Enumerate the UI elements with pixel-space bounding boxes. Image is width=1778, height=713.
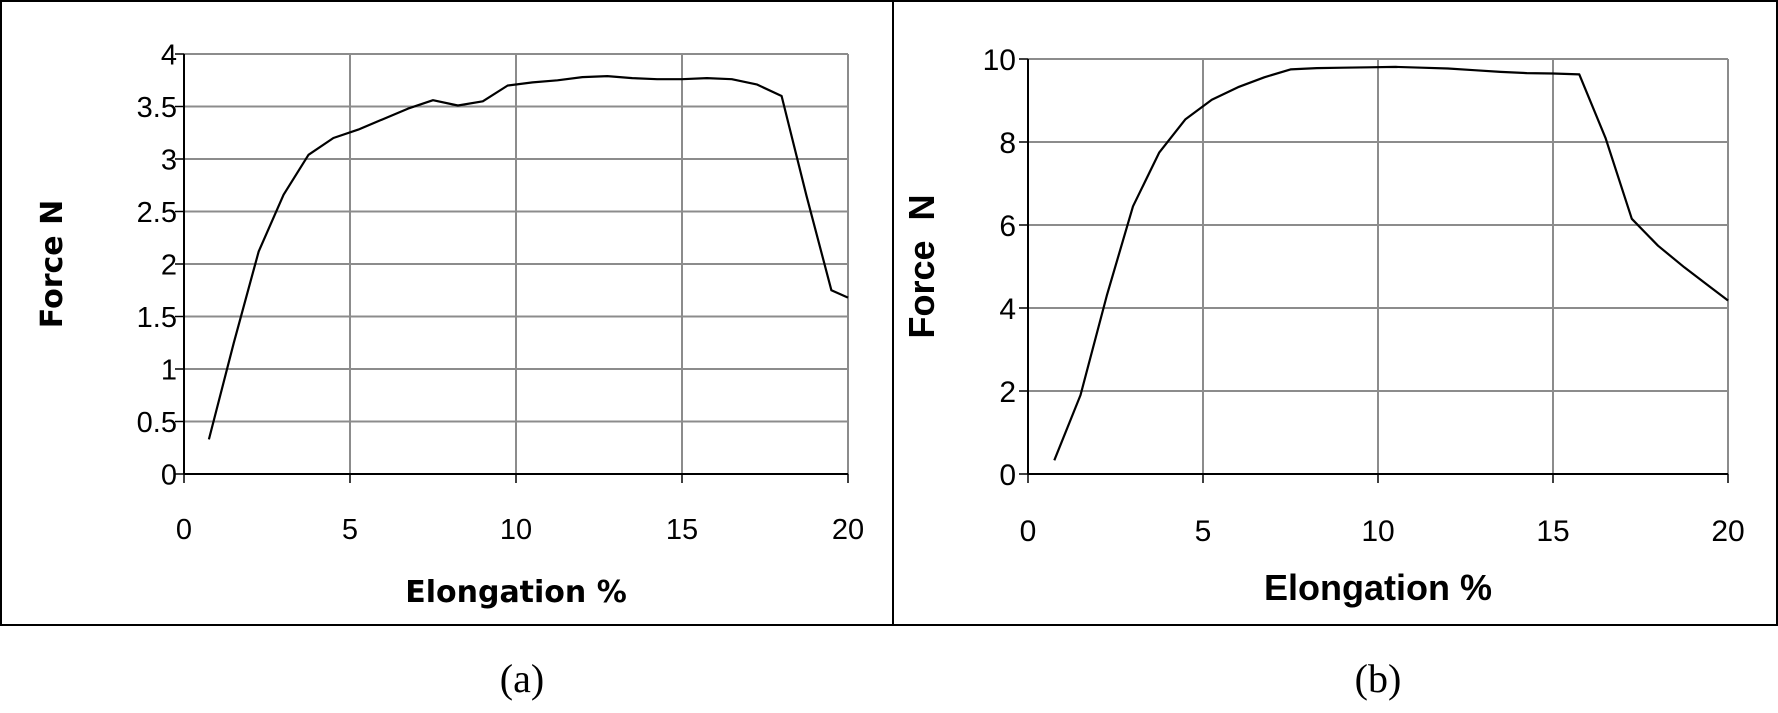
chart-b-y-tick-label: 6 (999, 210, 1016, 243)
chart-a-y-tick-label: 3 (161, 144, 177, 176)
chart-b-y-tick-label: 4 (999, 293, 1016, 326)
chart-a-y-tick-label: 2 (161, 249, 177, 281)
chart-b-x-tick-label: 20 (1711, 515, 1744, 548)
chart-a-y-tick-label: 0.5 (137, 407, 177, 439)
chart-a-x-tick-label: 5 (342, 514, 358, 546)
chart-b-x-axis-label: Elongation % (1264, 567, 1492, 608)
chart-b-series-line (1053, 65, 1729, 461)
chart-a-y-tick-label: 3.5 (137, 92, 177, 124)
chart-b-svg: 0 5 10 15 20 0 2 4 6 8 10 Elongation % Force N (901, 44, 1745, 608)
chart-a-y-tick-label: 4 (161, 39, 177, 71)
chart-b-x-tick-label: 15 (1536, 515, 1569, 548)
chart-a-x-tick-label: 0 (176, 514, 192, 546)
chart-b-y-tick-label: 0 (999, 459, 1016, 492)
chart-b-x-tick-label: 0 (1020, 515, 1037, 548)
caption-b: (b) (1354, 656, 1402, 701)
chart-a-x-tick-label: 10 (500, 514, 532, 546)
chart-a-y-axis-label: Force N (35, 200, 70, 328)
chart-a-x-axis-label: Elongation % (405, 575, 627, 610)
chart-b-y-tick-label: 8 (999, 127, 1016, 160)
chart-b-y-axis-label: Force N (901, 194, 942, 338)
caption-a: (a) (499, 656, 545, 701)
chart-panel-b: 0 5 10 15 20 0 2 4 6 8 10 Elongation % Force N (892, 0, 1778, 626)
chart-a-x-tick-label: 20 (832, 514, 864, 546)
chart-a-x-tick-label: 15 (666, 514, 698, 546)
chart-a-y-tick-label: 2.5 (137, 197, 177, 229)
chart-a-svg: 0 5 10 15 20 0 0.5 1 1.5 2 2.5 3 3.5 4 Elongation % For… (35, 39, 864, 610)
chart-a-y-tick-label: 1.5 (137, 302, 177, 334)
chart-a-y-tick-label: 1 (161, 354, 177, 386)
chart-a-series-line (207, 74, 849, 440)
chart-a-y-tick-label: 0 (161, 459, 177, 491)
chart-b-y-tick-label: 10 (983, 44, 1016, 77)
chart-panel-a: 0 5 10 15 20 0 0.5 1 1.5 2 2.5 3 3.5 4 Elongation % For… (0, 0, 894, 626)
chart-b-x-tick-label: 5 (1195, 515, 1212, 548)
chart-b-y-tick-label: 2 (999, 376, 1016, 409)
chart-b-x-tick-label: 10 (1361, 515, 1394, 548)
